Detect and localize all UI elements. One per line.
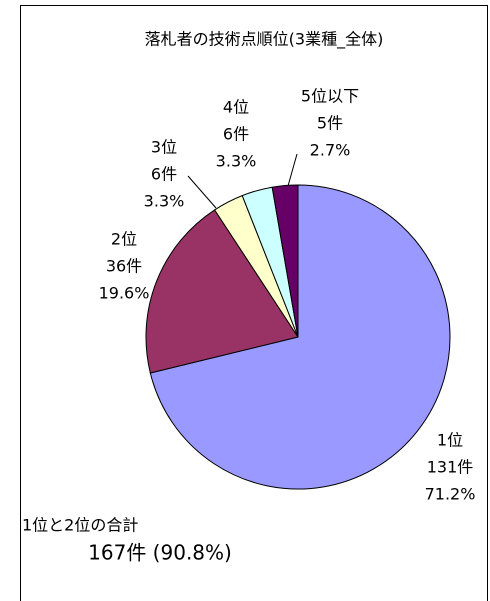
- slice-label: 4位: [223, 98, 249, 117]
- chart-title: 落札者の技術点順位(3業種_全体): [145, 30, 384, 50]
- slice-label: 2位: [111, 230, 137, 249]
- slice-share: 3.3%: [144, 192, 185, 211]
- slice-label: 1位: [437, 431, 463, 450]
- slice-label: 3位: [151, 138, 177, 157]
- slice-share: 71.2%: [425, 485, 476, 504]
- slice-share: 19.6%: [99, 284, 150, 303]
- leader-line: [287, 153, 298, 187]
- pie-slice: [145, 209, 299, 374]
- slice-count: 6件: [223, 125, 249, 144]
- leader-line: [187, 175, 217, 209]
- slice-count: 36件: [106, 257, 142, 276]
- slice-count: 131件: [427, 458, 474, 477]
- slice-count: 5件: [317, 114, 343, 133]
- annotation: 167件 (90.8%): [88, 541, 232, 565]
- pie-slice: [271, 184, 299, 338]
- slice-share: 2.7%: [310, 141, 351, 160]
- annotation: 1位と2位の合計: [22, 516, 138, 535]
- slice-share: 3.3%: [216, 152, 257, 171]
- pie-slice: [149, 184, 451, 490]
- slice-count: 6件: [151, 165, 177, 184]
- slice-label: 5位以下: [301, 87, 359, 106]
